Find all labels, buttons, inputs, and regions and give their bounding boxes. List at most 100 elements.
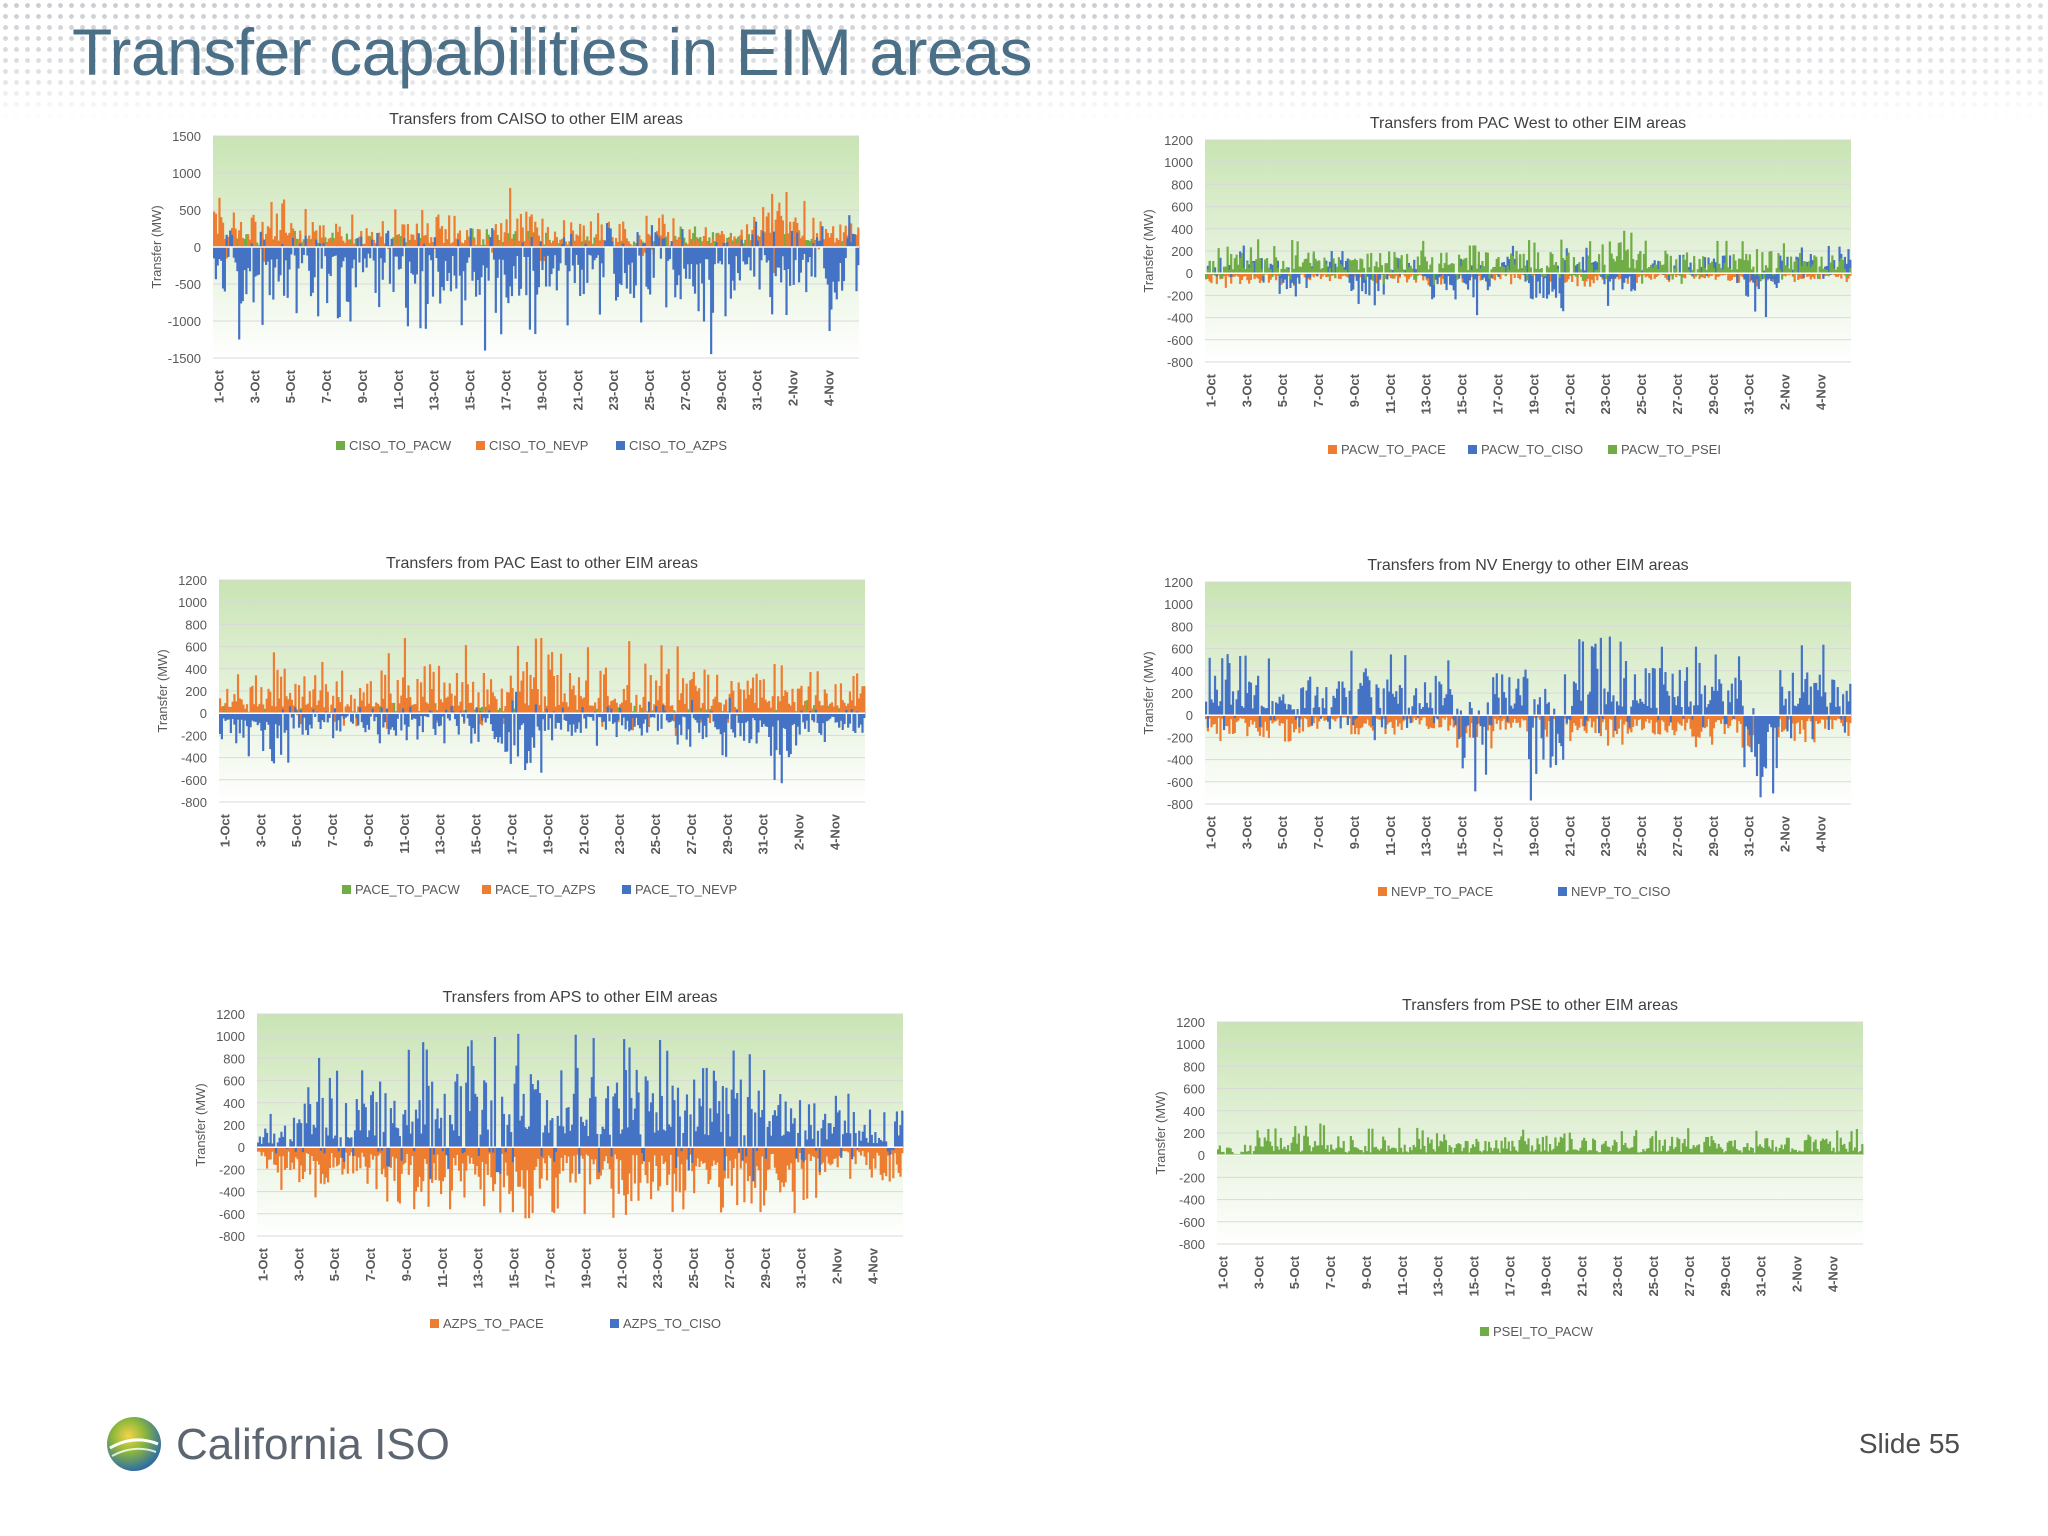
bar — [660, 645, 663, 714]
legend-label: CISO_TO_PACW — [349, 438, 452, 453]
bar — [1246, 261, 1249, 274]
bar — [698, 713, 701, 733]
bar — [692, 671, 695, 714]
bar — [443, 1147, 446, 1178]
bar — [430, 689, 433, 714]
bar — [441, 1147, 445, 1182]
bar — [1825, 715, 1829, 720]
bar — [901, 1110, 904, 1148]
bar — [1305, 258, 1308, 274]
y-axis-label: Transfer (MW) — [1141, 651, 1156, 734]
bar — [773, 1110, 776, 1148]
bar — [863, 713, 866, 719]
bar — [385, 713, 389, 729]
bar — [1642, 273, 1646, 276]
bar — [1228, 269, 1231, 274]
bar — [771, 193, 774, 247]
bar — [616, 247, 619, 297]
bar — [1581, 641, 1585, 716]
bar — [345, 247, 348, 302]
bar — [578, 1147, 581, 1174]
bar — [426, 247, 429, 304]
bar — [1608, 715, 1611, 720]
bar — [491, 247, 494, 253]
bar — [1682, 256, 1685, 274]
bar — [857, 698, 861, 714]
y-tick-label: -500 — [175, 277, 201, 292]
bar — [850, 700, 853, 714]
legend-swatch — [1378, 887, 1387, 896]
bar — [1664, 273, 1667, 278]
bar — [778, 247, 781, 268]
bar — [859, 693, 862, 714]
bar — [280, 676, 283, 714]
bar — [235, 701, 238, 714]
bar — [461, 1147, 464, 1164]
bar — [1763, 270, 1766, 274]
bar — [1389, 273, 1393, 279]
bar — [1786, 266, 1789, 274]
bar — [1641, 273, 1644, 284]
bar — [1718, 273, 1721, 277]
bar — [1727, 268, 1730, 274]
bar — [1714, 654, 1717, 716]
bar — [732, 1147, 735, 1168]
bar — [1834, 715, 1838, 721]
bar — [797, 1147, 800, 1163]
bar — [1804, 261, 1807, 274]
bar — [1314, 258, 1317, 274]
bar — [815, 237, 819, 247]
bar — [827, 713, 830, 721]
bar — [553, 231, 557, 247]
bar — [666, 1050, 669, 1148]
bar — [841, 247, 844, 291]
bar — [1684, 715, 1687, 731]
bar — [1348, 259, 1351, 274]
bar — [493, 1147, 497, 1185]
bar — [687, 1147, 690, 1171]
bar — [412, 704, 415, 714]
bar — [1400, 255, 1403, 274]
bar — [755, 1147, 759, 1167]
bar — [557, 247, 560, 271]
bar — [777, 696, 780, 714]
legend-swatch — [476, 441, 485, 450]
bar — [1350, 650, 1353, 716]
bar — [326, 1135, 330, 1148]
bar — [218, 247, 221, 260]
bar — [1260, 273, 1263, 281]
bar — [748, 694, 751, 714]
bar — [557, 243, 560, 247]
bar — [314, 675, 317, 714]
bar — [1619, 715, 1622, 720]
bar — [239, 221, 243, 247]
y-tick-label: 800 — [1171, 619, 1193, 634]
bar — [399, 247, 402, 269]
bar — [576, 1067, 579, 1148]
bar — [367, 703, 371, 714]
bar — [504, 1147, 507, 1163]
bar — [1364, 273, 1367, 295]
bar — [296, 709, 299, 714]
bar — [435, 216, 438, 247]
bar — [1829, 715, 1832, 720]
bar — [357, 706, 360, 714]
bar — [318, 1147, 321, 1165]
bar — [520, 713, 523, 726]
y-tick-label: 200 — [1171, 686, 1193, 701]
bar — [429, 1147, 432, 1179]
bar — [716, 713, 719, 730]
bar — [753, 713, 756, 721]
bar — [444, 229, 447, 247]
bar — [1484, 273, 1488, 282]
bar — [816, 671, 819, 714]
bar — [765, 216, 768, 247]
bar — [804, 1130, 807, 1148]
bar — [580, 1147, 583, 1156]
bar — [740, 229, 743, 247]
bar — [1312, 251, 1315, 274]
legend-label: PACW_TO_PACE — [1341, 442, 1446, 457]
bar — [1205, 715, 1208, 720]
bar — [284, 247, 287, 261]
bar — [570, 233, 573, 247]
